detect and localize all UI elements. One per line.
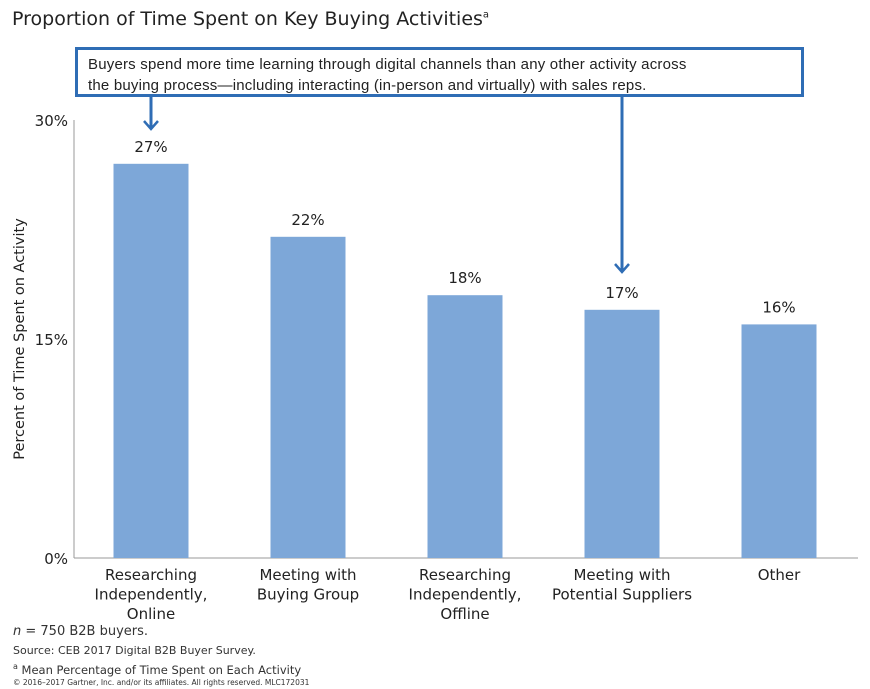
data-label: 16% (762, 298, 795, 316)
x-tick-label: Independently, (409, 586, 522, 604)
y-tick-label: 15% (35, 331, 68, 349)
footnote-mark: a (13, 662, 18, 671)
x-tick-label: Independently, (95, 586, 208, 604)
callout-line-1: Buyers spend more time learning through … (88, 56, 687, 73)
n-italic: n (13, 624, 22, 639)
x-tick-label: Potential Suppliers (552, 586, 692, 604)
x-tick-label: Online (127, 605, 175, 623)
y-tick-label: 0% (44, 550, 68, 568)
x-tick-label: Meeting with (573, 566, 670, 584)
arrow-head-icon (614, 263, 630, 274)
x-tick-label: Offline (440, 605, 489, 623)
y-tick-label: 30% (35, 112, 68, 130)
bar (584, 309, 660, 558)
x-tick-label: Meeting with (259, 566, 356, 584)
callout-line-2: the buying process—including interacting… (88, 77, 647, 94)
title-text: Proportion of Time Spent on Key Buying A… (12, 8, 483, 30)
data-label: 18% (448, 269, 481, 287)
bar (741, 324, 817, 558)
title-footnote-mark: a (482, 9, 490, 21)
x-tick-label: Buying Group (257, 586, 359, 604)
bar (113, 163, 189, 559)
arrow-head-icon (143, 120, 159, 131)
x-tick-label: Other (758, 566, 801, 584)
data-label: 27% (134, 138, 167, 156)
data-label: 22% (291, 211, 324, 229)
footnote-text: Mean Percentage of Time Spent on Each Ac… (17, 662, 302, 677)
sample-size: n = 750 B2B buyers. (13, 624, 148, 639)
copyright: © 2016–2017 Gartner, Inc. and/or its aff… (13, 678, 310, 687)
bar (270, 236, 346, 559)
n-text: = 750 B2B buyers. (21, 624, 149, 639)
bar (427, 295, 503, 558)
x-tick-label: Researching (105, 566, 197, 584)
chart-title: Proportion of Time Spent on Key Buying A… (12, 8, 489, 30)
x-tick-label: Researching (419, 566, 511, 584)
data-label: 17% (605, 284, 638, 302)
y-axis-label: Percent of Time Spent on Activity (12, 218, 28, 460)
source: Source: CEB 2017 Digital B2B Buyer Surve… (13, 644, 256, 657)
footnote: a Mean Percentage of Time Spent on Each … (13, 662, 301, 677)
callout-box: Buyers spend more time learning through … (75, 47, 804, 97)
